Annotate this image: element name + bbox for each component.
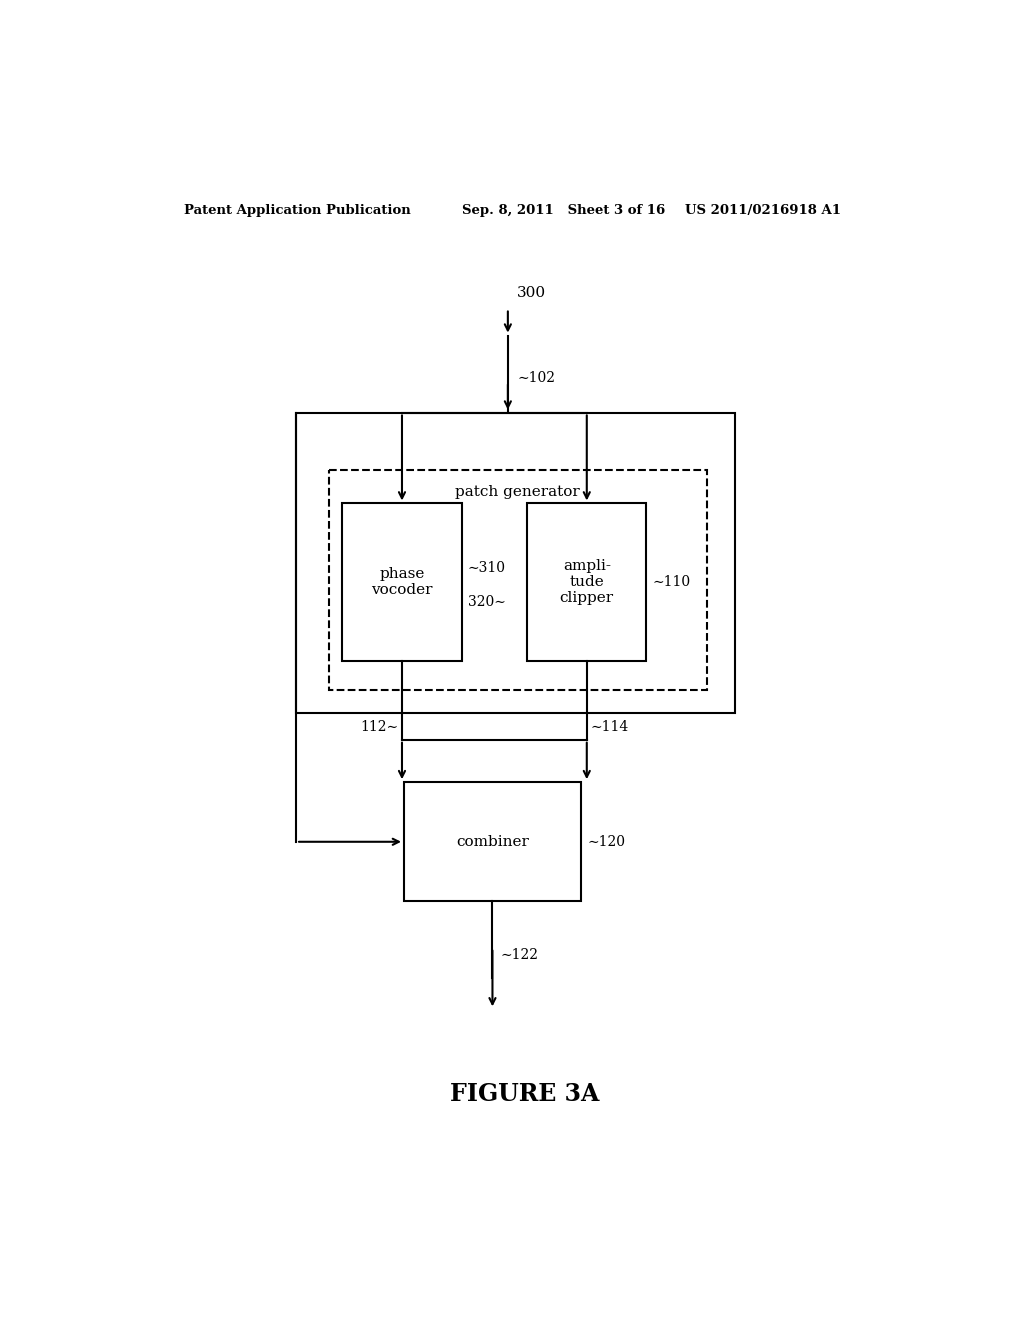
Text: FIGURE 3A: FIGURE 3A — [451, 1082, 599, 1106]
Bar — [527, 503, 646, 661]
Text: Patent Application Publication: Patent Application Publication — [184, 205, 412, 218]
Text: 112∼: 112∼ — [360, 719, 398, 734]
Text: patch generator: patch generator — [456, 484, 581, 499]
Text: ∼120: ∼120 — [587, 834, 626, 849]
Text: 300: 300 — [517, 286, 546, 300]
Bar — [330, 470, 707, 689]
Bar — [296, 412, 735, 713]
Text: ∼310: ∼310 — [468, 561, 506, 576]
Text: ∼114: ∼114 — [591, 719, 629, 734]
Text: combiner: combiner — [456, 834, 529, 849]
Text: ampli-
tude
clipper: ampli- tude clipper — [560, 560, 613, 606]
Text: ∼122: ∼122 — [500, 948, 539, 962]
Text: 320∼: 320∼ — [468, 594, 506, 609]
Text: Sep. 8, 2011   Sheet 3 of 16: Sep. 8, 2011 Sheet 3 of 16 — [462, 205, 665, 218]
Text: ∼102: ∼102 — [517, 371, 555, 385]
Bar — [403, 781, 581, 902]
Text: ∼110: ∼110 — [652, 576, 691, 589]
Text: US 2011/0216918 A1: US 2011/0216918 A1 — [685, 205, 841, 218]
Bar — [342, 503, 462, 661]
Text: phase
vocoder: phase vocoder — [372, 568, 433, 598]
